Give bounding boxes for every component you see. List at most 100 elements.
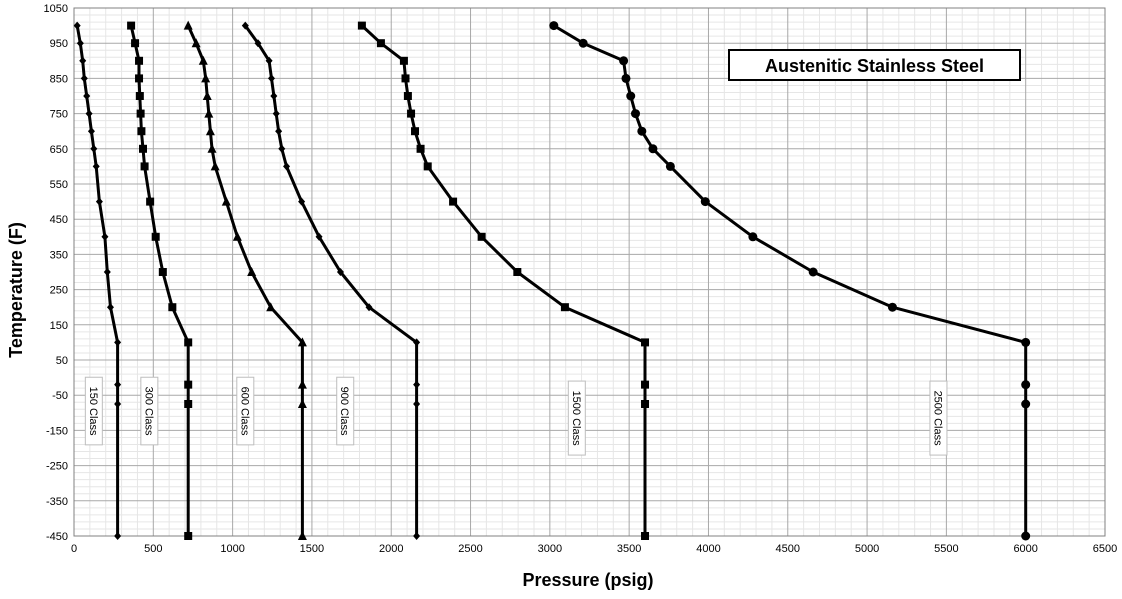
data-point [641, 400, 650, 408]
y-tick-label: 650 [50, 144, 68, 156]
data-point [204, 108, 214, 118]
data-point [241, 21, 249, 30]
data-point [449, 197, 458, 206]
data-point [267, 74, 275, 83]
data-point [808, 267, 818, 277]
tick-labels: 0 500 1000 1500 2000 2500 3000 3500 4000 4500 5000… [44, 3, 1118, 555]
data-point [336, 268, 344, 276]
data-point [151, 232, 160, 241]
class-label-box [336, 376, 355, 446]
class-label-box [236, 376, 255, 446]
data-point [578, 38, 588, 48]
x-tick-label: 5000 [855, 543, 879, 555]
data-point [413, 532, 421, 540]
data-point [207, 143, 217, 153]
class-label: 900 Class [336, 376, 355, 446]
data-point [92, 162, 100, 171]
data-point [184, 400, 193, 408]
class-label-text: 2500 Class [931, 391, 943, 447]
chart-title-box: Austenitic Stainless Steel [728, 49, 1021, 81]
data-point [403, 92, 412, 100]
data-point [1021, 337, 1031, 347]
data-point [131, 39, 140, 48]
chart-title: Austenitic Stainless Steel [765, 56, 984, 76]
series-line [553, 24, 1028, 536]
y-tick-label: 850 [50, 73, 68, 85]
data-point [265, 56, 273, 65]
data-point [135, 56, 144, 65]
x-tick-label: 3000 [538, 543, 562, 555]
data-point [619, 56, 629, 66]
data-point [297, 399, 307, 408]
data-point [1021, 531, 1031, 541]
data-point [114, 380, 122, 389]
y-tick-label: 550 [50, 179, 68, 191]
series-line [129, 25, 190, 536]
data-point [114, 532, 122, 540]
class-label: 600 Class [236, 376, 255, 446]
data-point [183, 20, 193, 30]
data-point [887, 302, 897, 312]
x-axis-title: Pressure (psig) [522, 570, 653, 590]
x-tick-label: 2000 [379, 543, 403, 555]
data-point [665, 161, 675, 171]
data-point [198, 55, 208, 65]
y-tick-label: -50 [52, 390, 68, 402]
x-tick-label: 5500 [934, 543, 958, 555]
data-point [513, 268, 522, 276]
x-tick-label: 0 [71, 543, 77, 555]
series-line [186, 24, 304, 536]
data-point [297, 337, 307, 347]
data-point [275, 127, 283, 136]
class-label-box [567, 380, 586, 456]
x-tick-label: 1000 [220, 543, 244, 555]
data-point [648, 144, 658, 154]
data-point [357, 21, 366, 30]
y-tick-label: 750 [50, 109, 68, 121]
class-label: 300 Class [140, 376, 159, 446]
series-layer [73, 20, 1031, 541]
data-point [184, 380, 193, 389]
class-label-box [140, 376, 159, 446]
series-line [75, 25, 120, 536]
data-point [297, 379, 307, 389]
class-label-text: 300 Class [142, 387, 154, 436]
data-point [87, 127, 95, 136]
data-point [232, 231, 242, 241]
data-point [630, 109, 640, 119]
data-point [637, 126, 647, 136]
data-point [641, 338, 650, 347]
data-point [413, 380, 421, 389]
data-point [137, 127, 146, 136]
series-900-class [241, 21, 421, 540]
y-tick-label: 350 [50, 249, 68, 261]
x-tick-label: 4500 [776, 543, 800, 555]
data-point [201, 73, 211, 83]
y-tick-label: 50 [56, 355, 68, 367]
data-point [411, 127, 420, 136]
data-point [297, 531, 307, 540]
y-tick-label: 950 [50, 38, 68, 50]
grid-layer [73, 7, 1106, 537]
data-point [641, 380, 650, 389]
data-point [184, 338, 193, 347]
class-label-text: 150 Class [87, 387, 99, 436]
data-point [135, 92, 144, 100]
data-point [85, 109, 93, 118]
data-point [621, 73, 631, 83]
y-tick-label: -250 [46, 461, 68, 473]
series-line [360, 24, 647, 536]
data-point [1021, 399, 1031, 409]
y-tick-label: -350 [46, 496, 68, 508]
data-point [401, 74, 410, 83]
data-point [413, 400, 421, 408]
data-point [135, 74, 144, 83]
data-point [298, 197, 306, 206]
data-point [83, 92, 91, 100]
data-point [158, 268, 167, 276]
y-tick-label: -450 [46, 531, 68, 543]
y-axis-title: Temperature (F) [6, 222, 26, 358]
data-point [106, 303, 114, 312]
data-point [146, 197, 155, 206]
